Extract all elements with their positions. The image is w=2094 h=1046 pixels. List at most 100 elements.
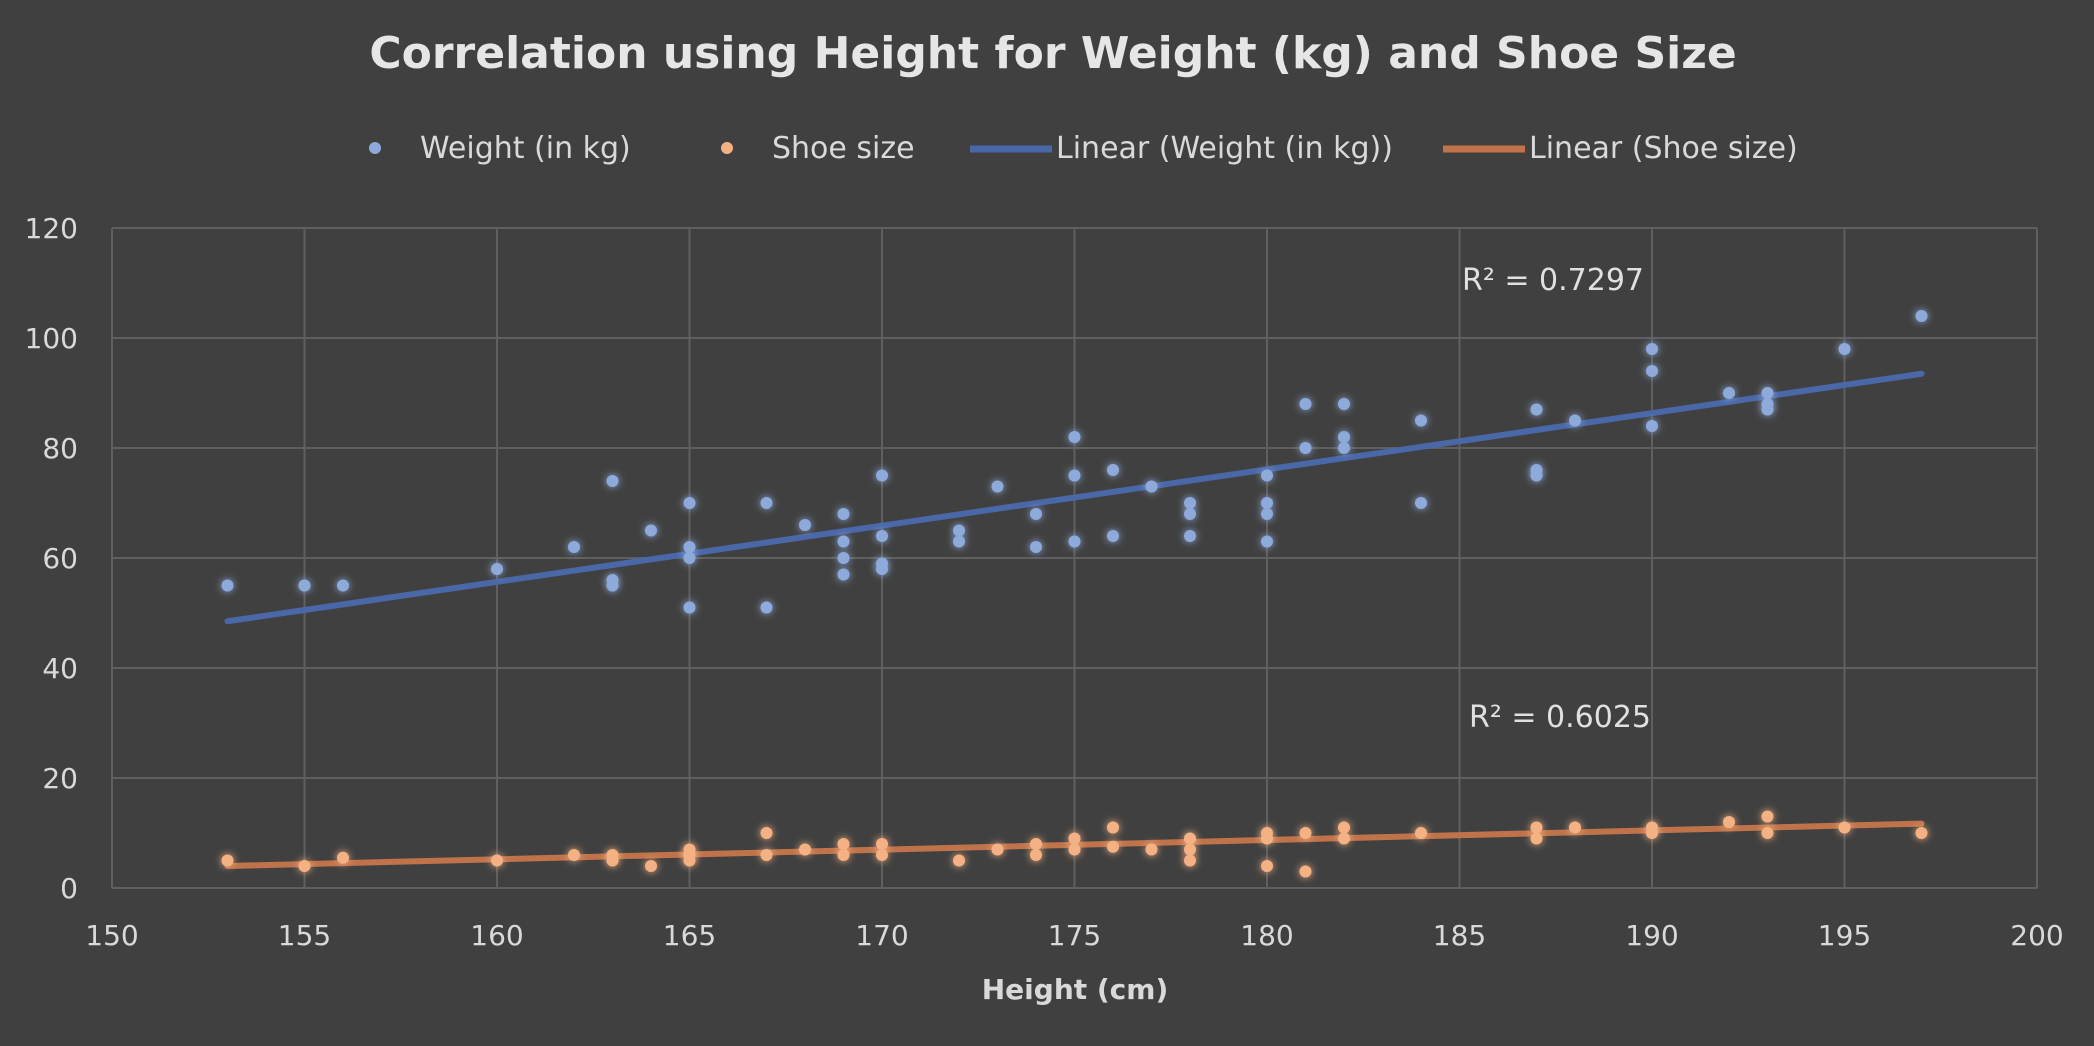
point-shoe-size: [1415, 827, 1427, 839]
x-tick-label: 170: [855, 919, 908, 952]
point-weight: [1030, 508, 1042, 520]
legend-label-weight: Weight (in kg): [420, 131, 631, 166]
point-weight: [1261, 469, 1273, 482]
point-weight: [1338, 431, 1350, 443]
point-weight: [1723, 387, 1735, 399]
point-weight: [606, 579, 619, 592]
point-weight: [683, 497, 696, 509]
point-weight: [1299, 442, 1312, 454]
point-shoe-size: [760, 827, 773, 839]
point-weight: [1761, 403, 1774, 416]
point-shoe-size: [953, 854, 965, 867]
point-shoe-size: [1030, 849, 1042, 861]
point-weight: [1646, 343, 1658, 355]
point-weight: [1068, 535, 1081, 548]
point-shoe-size: [1838, 821, 1851, 834]
point-shoe-size: [1068, 832, 1081, 845]
point-shoe-size: [298, 860, 311, 872]
point-shoe-size: [837, 849, 850, 861]
point-weight: [1761, 387, 1774, 399]
point-weight: [1915, 310, 1928, 322]
point-shoe-size: [645, 860, 657, 872]
x-tick-label: 180: [1240, 919, 1293, 952]
point-shoe-size: [1184, 854, 1196, 867]
point-shoe-size: [683, 854, 696, 867]
point-weight: [1415, 497, 1427, 509]
point-shoe-size: [491, 854, 503, 867]
point-weight: [1068, 469, 1081, 482]
legend-label-shoe-trend: Linear (Shoe size): [1529, 131, 1798, 166]
x-tick-label: 165: [663, 919, 716, 952]
point-shoe-size: [1261, 832, 1273, 845]
point-shoe-size: [1030, 838, 1042, 850]
point-shoe-size: [837, 838, 850, 850]
x-tick-label: 160: [470, 919, 523, 952]
point-weight: [837, 535, 850, 548]
point-shoe-size: [1761, 810, 1774, 823]
point-weight: [876, 563, 888, 575]
trendline-weight: [224, 370, 1925, 625]
point-weight: [568, 541, 580, 553]
point-weight: [1646, 420, 1658, 432]
legend-label-weight-trend: Linear (Weight (in kg)): [1056, 131, 1393, 166]
point-weight: [1415, 414, 1427, 427]
x-tick-label: 190: [1625, 919, 1678, 952]
point-weight: [1261, 508, 1273, 520]
point-weight: [337, 579, 349, 592]
point-weight: [683, 541, 696, 553]
point-weight: [760, 497, 773, 509]
gridlines: [111, 227, 2038, 889]
point-weight: [606, 475, 619, 487]
point-weight: [1338, 398, 1350, 410]
point-shoe-size: [1068, 843, 1081, 856]
point-shoe-size: [876, 849, 888, 861]
x-tick-label: 200: [2010, 919, 2063, 952]
point-shoe-size: [1761, 827, 1774, 839]
x-axis-ticks: 150 155 160 165 170 175 180 185 190 195 200: [85, 919, 2063, 952]
point-shoe-size: [1569, 821, 1581, 834]
point-shoe-size: [1915, 827, 1928, 839]
point-weight: [837, 568, 850, 581]
y-tick-label: 60: [42, 542, 78, 575]
r2-label-weight: R² = 0.7297: [1462, 263, 1644, 298]
point-weight: [837, 508, 850, 520]
y-tick-label: 80: [42, 432, 78, 465]
x-tick-label: 185: [1433, 919, 1486, 952]
x-axis-title: Height (cm): [982, 973, 1169, 1006]
x-tick-label: 155: [278, 919, 331, 952]
point-shoe-size: [1107, 821, 1119, 834]
x-tick-label: 195: [1818, 919, 1871, 952]
point-shoe-size: [1299, 827, 1312, 839]
point-weight: [1338, 442, 1350, 454]
point-shoe-size: [1184, 843, 1196, 856]
point-weight: [1184, 497, 1196, 509]
data-points: [221, 310, 1928, 878]
point-weight: [1107, 530, 1119, 542]
point-weight: [683, 552, 696, 564]
point-shoe-size: [568, 849, 580, 861]
point-weight: [1068, 431, 1081, 443]
point-shoe-size: [799, 843, 811, 856]
x-tick-label: 175: [1048, 919, 1101, 952]
point-weight: [953, 524, 965, 537]
r2-label-shoe-size: R² = 0.6025: [1469, 700, 1651, 735]
point-weight: [645, 524, 657, 537]
point-weight: [1530, 469, 1543, 482]
point-shoe-size: [1646, 827, 1658, 839]
point-weight: [876, 530, 888, 542]
point-weight: [953, 535, 965, 548]
point-weight: [1107, 464, 1119, 476]
point-shoe-size: [1338, 821, 1350, 834]
point-shoe-size: [876, 838, 888, 850]
point-weight: [683, 601, 696, 614]
legend-marker-shoe-size: [721, 142, 733, 154]
point-weight: [1261, 535, 1273, 548]
point-weight: [221, 579, 234, 592]
point-weight: [799, 519, 811, 531]
point-shoe-size: [991, 843, 1004, 856]
point-weight: [991, 480, 1004, 493]
point-weight: [760, 601, 773, 614]
point-shoe-size: [1261, 860, 1273, 872]
point-weight: [1184, 508, 1196, 520]
